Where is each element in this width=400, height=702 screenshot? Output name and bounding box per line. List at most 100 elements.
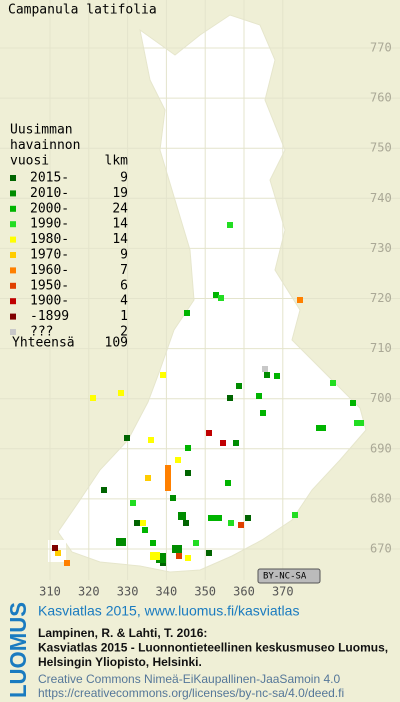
record — [297, 297, 303, 303]
record — [176, 553, 182, 559]
legend-label: 1970- — [30, 248, 69, 263]
x-tick-label: 360 — [233, 585, 255, 599]
legend-label: 1990- — [30, 217, 69, 232]
record — [116, 538, 126, 546]
legend-swatch — [10, 221, 16, 228]
record — [245, 515, 251, 521]
y-tick-label: 750 — [370, 141, 392, 155]
legend-count: 14 — [112, 217, 128, 232]
record — [236, 383, 242, 389]
y-tick-label: 720 — [370, 291, 392, 305]
record — [208, 515, 222, 521]
record — [316, 425, 326, 431]
record — [148, 437, 154, 443]
legend-label: 1950- — [30, 278, 69, 293]
legend-heading: havainnon — [10, 138, 80, 153]
y-tick-label: 700 — [370, 391, 392, 405]
x-tick-label: 350 — [194, 585, 216, 599]
record — [64, 560, 70, 566]
legend-swatch — [10, 298, 16, 305]
legend-label: 2000- — [30, 201, 69, 216]
legend-count: 9 — [120, 248, 128, 263]
record — [118, 390, 124, 396]
record — [213, 292, 219, 298]
record — [101, 487, 107, 493]
record — [193, 540, 199, 546]
record — [262, 366, 268, 372]
legend-count: 4 — [120, 294, 128, 309]
x-tick-label: 340 — [156, 585, 178, 599]
y-tick-label: 710 — [370, 341, 392, 355]
record — [175, 457, 181, 463]
legend-total-label: Yhteensä — [12, 336, 75, 351]
map-title: Campanula latifolia — [8, 3, 157, 18]
legend-count: 1 — [120, 309, 128, 324]
x-tick-label: 320 — [78, 585, 100, 599]
record — [274, 373, 280, 379]
record — [165, 465, 171, 491]
legend-heading: vuosi — [10, 154, 49, 169]
record — [256, 393, 262, 399]
record — [184, 310, 190, 316]
record — [55, 550, 61, 556]
record — [124, 435, 130, 441]
y-tick-label: 760 — [370, 91, 392, 105]
license: https://creativecommons.org/licenses/by-… — [38, 686, 344, 700]
record — [185, 445, 191, 451]
record — [150, 540, 156, 546]
logo: LUOMUS — [5, 602, 31, 698]
x-tick-label: 310 — [39, 585, 61, 599]
record — [90, 395, 96, 401]
record — [233, 440, 239, 446]
y-tick-label: 690 — [370, 441, 392, 455]
license-badge-text: BY-NC-SA — [263, 572, 307, 582]
legend-label: -1899 — [30, 309, 69, 324]
record — [185, 555, 191, 561]
record — [260, 410, 266, 416]
legend-swatch — [10, 236, 16, 243]
legend-swatch — [10, 267, 16, 274]
legend-count: 14 — [112, 232, 128, 247]
record — [178, 512, 186, 520]
record — [206, 430, 212, 436]
record — [218, 295, 224, 301]
y-tick-label: 680 — [370, 491, 392, 505]
legend-swatch — [10, 282, 16, 289]
y-tick-label: 770 — [370, 41, 392, 55]
record — [350, 400, 356, 406]
record — [185, 470, 191, 476]
record — [228, 520, 234, 526]
legend-count: 6 — [120, 278, 128, 293]
legend-swatch — [10, 205, 16, 212]
legend-swatch — [10, 190, 16, 197]
record — [238, 522, 244, 528]
x-tick-label: 370 — [272, 585, 294, 599]
x-tick-label: 330 — [117, 585, 139, 599]
record — [292, 512, 298, 518]
record — [52, 545, 58, 551]
record — [142, 527, 148, 533]
legend-label: ??? — [30, 325, 53, 340]
record — [227, 395, 233, 401]
record — [225, 480, 231, 486]
legend-heading: Uusimman — [10, 123, 73, 138]
record — [130, 500, 136, 506]
y-tick-label: 670 — [370, 542, 392, 556]
record — [150, 552, 160, 560]
record — [160, 372, 166, 378]
legend-count: 9 — [120, 171, 128, 186]
record — [220, 440, 226, 446]
citation: Kasviatlas 2015 - Luonnontieteellinen ke… — [38, 641, 388, 655]
legend-count-header: lkm — [105, 154, 129, 169]
legend-swatch — [10, 175, 16, 181]
record — [134, 520, 140, 526]
legend-label: 2015- — [30, 171, 69, 186]
legend-swatch — [10, 252, 16, 258]
record — [330, 380, 336, 386]
legend-swatch — [10, 329, 16, 335]
record — [170, 495, 176, 501]
record — [156, 553, 166, 563]
citation: Lampinen, R. & Lahti, T. 2016: — [38, 626, 207, 640]
legend-label: 1900- — [30, 294, 69, 309]
